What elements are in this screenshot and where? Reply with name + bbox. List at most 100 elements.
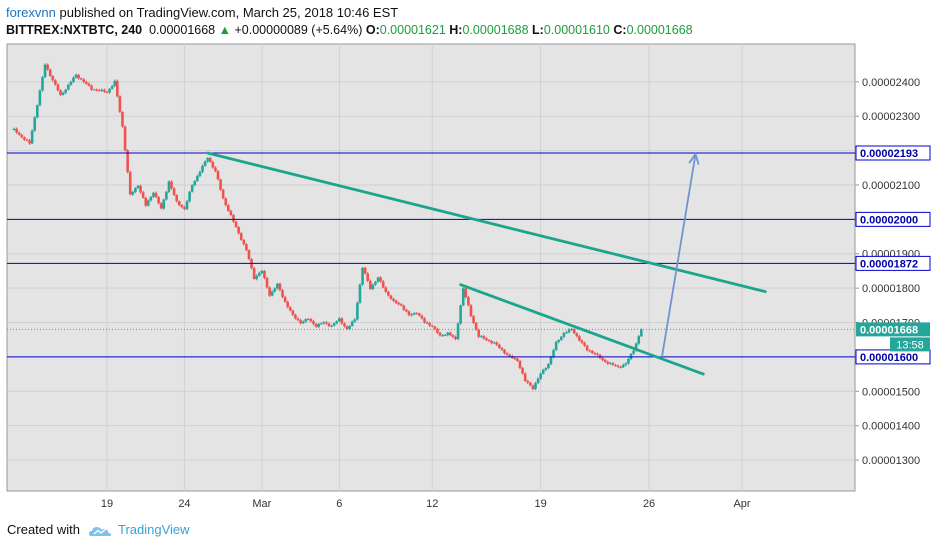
candle (74, 73, 78, 79)
candle (242, 238, 246, 246)
candle (521, 366, 524, 375)
candle-body (611, 363, 615, 365)
candle-body (412, 313, 416, 315)
candle (482, 334, 486, 340)
candle (601, 357, 604, 362)
candle-body (175, 195, 178, 202)
candle (495, 341, 499, 347)
candle (544, 367, 548, 372)
candle (637, 334, 641, 345)
candle (196, 174, 199, 183)
candle-body (580, 340, 584, 343)
candle (211, 160, 215, 169)
y-tick-label: 0.00001300 (862, 455, 920, 467)
candle (25, 138, 29, 142)
candle-body (425, 322, 429, 324)
candle (479, 334, 483, 338)
candle-body (469, 305, 473, 317)
change-arrow-icon: ▲ (218, 23, 231, 37)
candle-body (498, 344, 501, 348)
candle (407, 310, 411, 317)
candle (110, 84, 114, 90)
candle (257, 271, 261, 277)
candle (64, 88, 67, 95)
candle (560, 335, 563, 341)
candle-body (190, 185, 194, 192)
candle (288, 306, 292, 312)
plot-layer (12, 63, 643, 391)
candle (309, 317, 313, 323)
candle (640, 328, 643, 337)
last-price: 0.00001668 (149, 23, 216, 37)
candle (265, 276, 269, 289)
candle (609, 361, 612, 365)
author-name[interactable]: forexvnn (6, 5, 56, 20)
close-label: C: (613, 23, 627, 37)
candle (131, 190, 135, 196)
candle (59, 89, 62, 97)
candle-body (350, 321, 354, 326)
candle-body (477, 329, 481, 337)
candle (28, 138, 31, 145)
candle-body (239, 233, 243, 240)
candle (536, 377, 540, 385)
y-tick-label: 0.00002400 (862, 77, 920, 89)
candle (487, 339, 491, 343)
candle (526, 379, 530, 384)
tradingview-brand[interactable]: TradingView (117, 522, 190, 537)
candle-body (108, 88, 111, 93)
candle-body (12, 128, 16, 130)
candle-body (314, 324, 318, 327)
candle-body (252, 268, 256, 279)
high-value: 0.00001688 (462, 23, 529, 37)
candle-body (123, 126, 127, 151)
candle (446, 331, 450, 337)
candle-body (185, 201, 189, 210)
candle (105, 90, 109, 94)
candle-body (17, 132, 21, 135)
candle-body (505, 353, 509, 355)
candle (307, 318, 310, 321)
candle-body (379, 277, 382, 282)
candle (141, 190, 145, 199)
candle-body (500, 347, 504, 350)
candle-body (97, 90, 101, 92)
candle-body (319, 323, 323, 325)
candle (381, 279, 385, 289)
level-price-label: 0.00001600 (860, 352, 918, 364)
candle (152, 191, 155, 199)
x-tick-label: 6 (336, 498, 342, 510)
candle (229, 209, 233, 217)
candle-body (139, 185, 142, 193)
candle-body (603, 359, 607, 362)
candle-body (69, 81, 73, 85)
candle (201, 164, 204, 174)
candle-body (516, 358, 519, 361)
candle-body (77, 74, 80, 79)
candle-body (394, 300, 398, 304)
candle-body (415, 313, 419, 315)
candle (374, 280, 377, 286)
candle (281, 288, 284, 299)
candle (438, 331, 442, 337)
candle-body (203, 161, 207, 166)
candle (206, 157, 209, 163)
candle-body (325, 322, 328, 324)
candle (490, 339, 493, 345)
candle-body (428, 323, 431, 326)
candle-body (578, 336, 581, 341)
candle-body (110, 85, 114, 89)
candle (557, 339, 561, 344)
candle (227, 203, 230, 212)
candle (188, 190, 191, 203)
candle-body (624, 363, 628, 365)
candle (36, 104, 39, 119)
high-label: H: (449, 23, 463, 37)
candle-body (180, 205, 184, 208)
chart-header-line-2: BITTREX:NXTBTC, 240 0.00001668 ▲ +0.0000… (6, 23, 693, 37)
y-tick-label: 0.00001800 (862, 283, 920, 295)
candle (430, 324, 434, 328)
candle-body (634, 343, 638, 351)
candle-body (30, 130, 34, 144)
